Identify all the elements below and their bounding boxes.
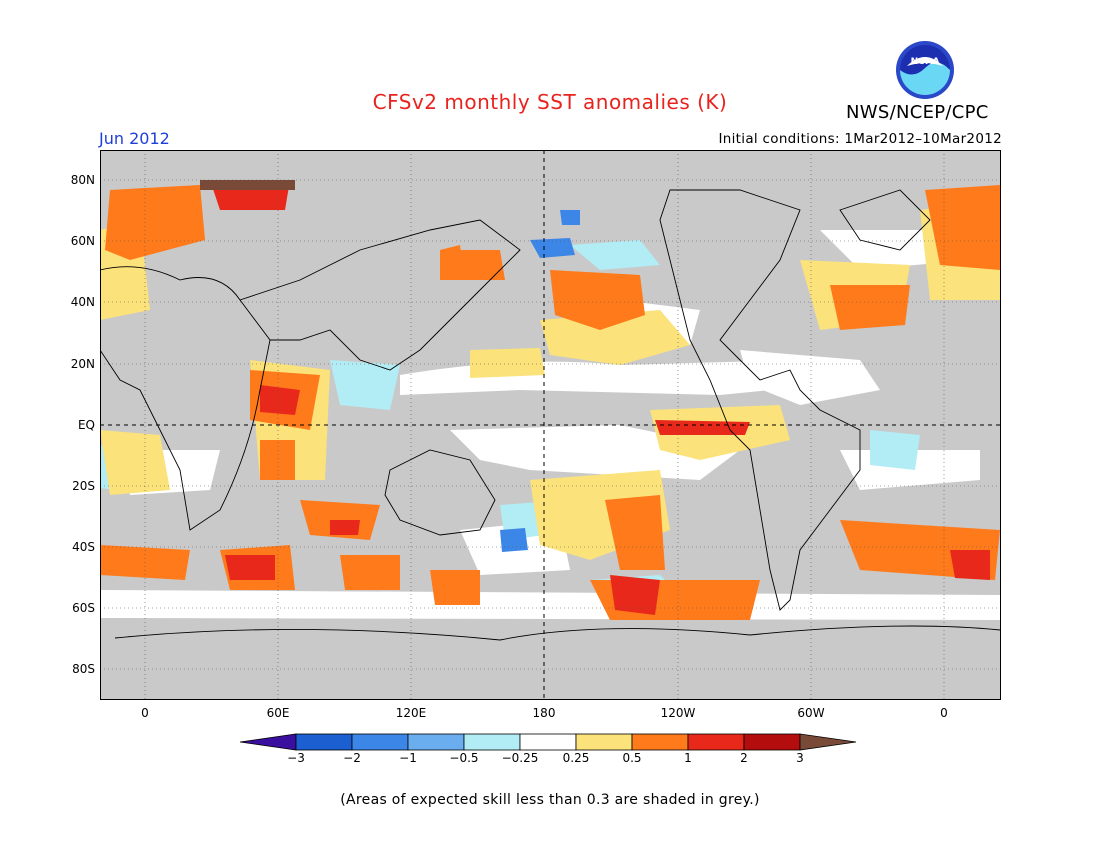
- colorbar-label: −1: [399, 751, 417, 765]
- lon-label-120w: 120W: [660, 706, 696, 720]
- lat-label-40n: 40N: [70, 295, 95, 309]
- coastlines: [100, 189, 1001, 641]
- colorbar-label: 1: [684, 751, 692, 765]
- colorbar: [240, 733, 857, 751]
- colorbar-label: 0.5: [622, 751, 642, 765]
- colorbar-segment: [240, 733, 297, 751]
- skill-note: (Areas of expected skill less than 0.3 a…: [340, 792, 760, 808]
- colorbar-label: −0.5: [449, 751, 479, 765]
- negative-regions: [500, 210, 580, 552]
- colorbar-segment: [687, 733, 745, 751]
- lat-label-eq: EQ: [77, 418, 95, 432]
- colorbar-segment: [295, 733, 353, 751]
- colorbar-label: −3: [287, 751, 305, 765]
- colorbar-segment: [519, 733, 577, 751]
- lat-label-20n: 20N: [70, 357, 95, 371]
- colorbar-segment: [463, 733, 521, 751]
- extreme-positive-region: [200, 180, 295, 190]
- initial-conditions: Initial conditions: 1Mar2012–10Mar2012: [718, 131, 1002, 147]
- colorbar-label: 2: [740, 751, 748, 765]
- lon-label-180: 180: [532, 706, 556, 720]
- colorbar-label: −2: [343, 751, 361, 765]
- lon-label-60e: 60E: [266, 706, 290, 720]
- lat-label-80s: 80S: [72, 662, 95, 676]
- lat-label-60s: 60S: [72, 601, 95, 615]
- logo-text: NOAA: [911, 57, 940, 67]
- lat-label-60n: 60N: [70, 234, 95, 248]
- forecast-month: Jun 2012: [99, 129, 170, 148]
- colorbar-segment: [743, 733, 801, 751]
- colorbar-label: 0.25: [562, 751, 590, 765]
- colorbar-segment: [631, 733, 689, 751]
- colorbar-segment: [575, 733, 633, 751]
- map-title: CFSv2 monthly SST anomalies (K): [372, 90, 728, 114]
- colorbar-segment: [799, 733, 857, 751]
- lon-label-0-east: 0: [940, 706, 948, 720]
- lon-label-0: 0: [141, 706, 149, 720]
- lat-label-20s: 20S: [72, 479, 95, 493]
- sst-anomaly-map: [100, 150, 1001, 700]
- lat-label-80n: 80N: [70, 173, 95, 187]
- lon-label-120e: 120E: [395, 706, 427, 720]
- lon-label-60w: 60W: [797, 706, 825, 720]
- lat-label-40s: 40S: [72, 540, 95, 554]
- colorbar-segment: [407, 733, 465, 751]
- colorbar-segment: [351, 733, 409, 751]
- colorbar-label: 3: [796, 751, 804, 765]
- agency-label: NWS/NCEP/CPC: [846, 102, 989, 123]
- noaa-logo: NOAA: [896, 41, 954, 99]
- colorbar-label: −0.25: [501, 751, 539, 765]
